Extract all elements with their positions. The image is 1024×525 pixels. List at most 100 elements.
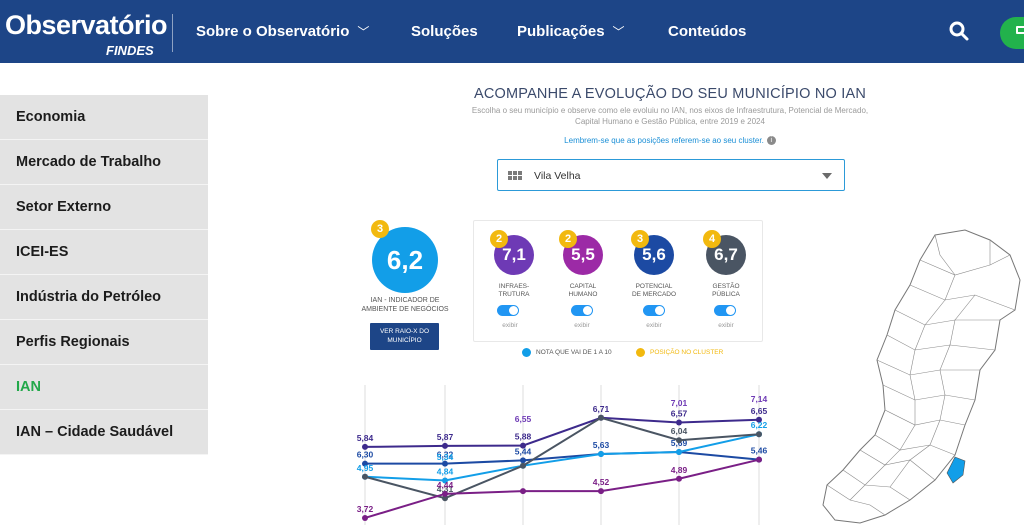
sidebar-item-ian[interactable]: IAN — [0, 365, 208, 410]
chart-data-label: 5,63 — [593, 440, 610, 450]
state-map[interactable] — [815, 225, 1024, 525]
sidebar-item-setor-externo[interactable]: Setor Externo — [0, 185, 208, 230]
legend-label: NOTA QUE VAI DE 1 A 10 — [536, 349, 612, 356]
sidebar-item-label: IAN – Cidade Saudável — [16, 424, 174, 440]
chart-point[interactable] — [442, 460, 448, 467]
chart-point[interactable] — [520, 457, 526, 464]
sidebar-item-label: IAN — [16, 379, 41, 395]
chart-point[interactable] — [676, 448, 682, 455]
chart-data-label: 6,57 — [671, 408, 688, 418]
chart-data-label: 6,65 — [751, 406, 768, 416]
ian-label-line: IAN - INDICADOR DE — [370, 297, 440, 304]
chart-point[interactable] — [756, 456, 762, 463]
chart-point[interactable] — [442, 477, 448, 484]
chart-point[interactable] — [442, 495, 448, 502]
chart-data-label: 5,34 — [437, 452, 454, 462]
chart-point[interactable] — [676, 437, 682, 444]
chart-point[interactable] — [362, 460, 368, 467]
nav-sobre[interactable]: Sobre o Observatório ﹀ — [196, 0, 369, 63]
chart-point[interactable] — [598, 450, 604, 457]
infraestrutura-label: INFRAES- TRUTURA — [484, 283, 544, 299]
subtitle-line: Capital Humano e Gestão Pública, entre 2… — [575, 117, 765, 126]
potencial-mercado-toggle-label: exibir — [646, 322, 662, 329]
ver-raio-x-button[interactable]: VER RAIO-X DO MUNICÍPIO — [370, 323, 439, 350]
chevron-down-icon: ﹀ — [357, 25, 370, 39]
capital-humano-toggle[interactable] — [571, 305, 593, 316]
mail-icon — [1016, 26, 1024, 34]
chart-data-label: 6,22 — [751, 420, 768, 430]
chart-point[interactable] — [362, 514, 368, 521]
contact-button[interactable] — [1000, 17, 1024, 49]
subtitle-line: Escolha o seu município e observe como e… — [471, 106, 869, 115]
chart-point[interactable] — [442, 490, 448, 497]
chart-point[interactable] — [520, 488, 526, 495]
chart-point[interactable] — [598, 414, 604, 421]
chart-data-label: 5,84 — [357, 433, 374, 443]
chart-point[interactable] — [676, 419, 682, 426]
chart-data-label: 5,46 — [751, 446, 768, 456]
chart-point[interactable] — [598, 488, 604, 495]
chart-point[interactable] — [756, 431, 762, 438]
ian-evolution-chart: 5,84 5,87 5,88 6,71 6,57 6,65 6,30 6,32 5,44 5,63… — [357, 385, 768, 525]
chart-point[interactable] — [520, 462, 526, 469]
infraestrutura-toggle[interactable] — [497, 305, 519, 316]
nav-solucoes[interactable]: Soluções — [411, 0, 478, 63]
infraestrutura-score: 7,1 — [502, 245, 526, 264]
sidebar-item-label: Mercado de Trabalho — [16, 154, 162, 170]
legend-dot — [522, 348, 531, 357]
observatorio-logo[interactable]: Observatório FINDES — [3, 6, 168, 58]
infraestrutura-rank-badge: 2 — [490, 230, 508, 248]
chart-point[interactable] — [442, 442, 448, 449]
nav-publicacoes[interactable]: Publicações ﹀ — [517, 0, 625, 63]
capital-humano-score: 5,5 — [571, 245, 595, 264]
capital-humano-toggle-label: exibir — [574, 322, 590, 329]
sidebar-item-label: Perfis Regionais — [16, 334, 130, 350]
page-title: ACOMPANHE A EVOLUÇÃO DO SEU MUNICÍPIO NO… — [473, 86, 867, 102]
chart-point[interactable] — [520, 442, 526, 449]
chart-data-label: 4,44 — [437, 480, 454, 490]
potencial-mercado-toggle[interactable] — [643, 305, 665, 316]
sidebar-item-label: Economia — [16, 109, 86, 125]
ian-label-line: AMBIENTE DE NEGÓCIOS — [361, 306, 449, 313]
chart-data-label: 4,31 — [437, 484, 454, 494]
capital-humano-label-line: CAPITAL — [569, 283, 597, 290]
cluster-note: Lembrem-se que as posições referem-se ao… — [440, 136, 900, 146]
potencial-mercado-rank-badge: 3 — [631, 230, 649, 248]
sidebar-item-ian-cidade-saudavel[interactable]: IAN – Cidade Saudável — [0, 410, 208, 455]
chart-data-label: 4,84 — [437, 466, 454, 476]
sidebar-item-economia[interactable]: Economia — [0, 95, 208, 140]
sidebar-item-icei-es[interactable]: ICEI-ES — [0, 230, 208, 275]
chart-series-line — [364, 416, 760, 448]
infraestrutura-label-line: INFRAES- — [498, 283, 530, 290]
search-icon[interactable] — [948, 20, 970, 42]
sidebar-item-perfis-regionais[interactable]: Perfis Regionais — [0, 320, 208, 365]
chart-data-label: 7,14 — [751, 394, 768, 404]
sidebar-item-label: Setor Externo — [16, 199, 112, 215]
gestao-publica-toggle[interactable] — [714, 305, 736, 316]
ver-raio-x-label: MUNICÍPIO — [387, 337, 422, 344]
ian-label: IAN - INDICADOR DE AMBIENTE DE NEGÓCIOS — [355, 296, 455, 314]
chart-point[interactable] — [756, 416, 762, 423]
dimensions-panel — [473, 220, 763, 342]
sidebar-item-mercado-trabalho[interactable]: Mercado de Trabalho — [0, 140, 208, 185]
chart-data-label: 5,88 — [515, 432, 532, 442]
chart-data-label: 3,72 — [357, 504, 374, 514]
gestao-publica-label: GESTÃO PÚBLICA — [696, 283, 756, 299]
chart-point[interactable] — [362, 443, 368, 450]
chart-point[interactable] — [362, 473, 368, 480]
ian-rank-badge: 3 — [371, 220, 389, 238]
info-icon[interactable]: i — [766, 136, 776, 146]
grid-icon — [508, 171, 522, 180]
chevron-down-icon — [822, 173, 832, 179]
municipality-select[interactable]: Vila Velha — [497, 159, 845, 191]
chart-data-label: 4,95 — [357, 463, 374, 473]
nav-conteudos[interactable]: Conteúdos — [668, 0, 746, 63]
infraestrutura-label-line: TRUTURA — [498, 291, 530, 298]
chart-point[interactable] — [676, 475, 682, 482]
capital-humano-rank: 2 — [564, 233, 572, 245]
infraestrutura-toggle-label: exibir — [502, 322, 518, 329]
sidebar-item-industria-petroleo[interactable]: Indústria do Petróleo — [0, 275, 208, 320]
chart-data-label: 6,30 — [357, 450, 374, 460]
chart-data-label: 6,04 — [671, 426, 688, 436]
gestao-publica-rank: 4 — [708, 233, 716, 245]
